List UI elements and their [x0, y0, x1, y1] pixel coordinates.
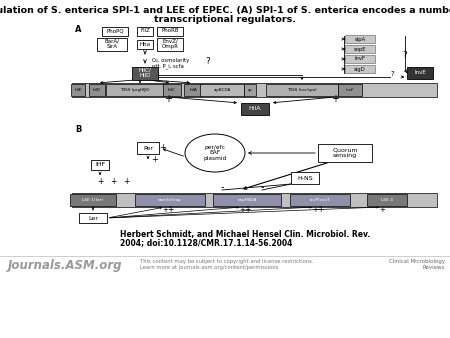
Text: sipBCDA: sipBCDA: [213, 88, 231, 92]
FancyBboxPatch shape: [244, 84, 256, 96]
FancyBboxPatch shape: [345, 65, 375, 73]
FancyBboxPatch shape: [137, 142, 159, 154]
Text: sopE: sopE: [354, 47, 366, 51]
Text: B: B: [75, 125, 81, 134]
Text: This content may be subject to copyright and license restrictions.
Learn more at: This content may be subject to copyright…: [140, 259, 314, 270]
FancyBboxPatch shape: [213, 194, 281, 206]
Text: +: +: [239, 207, 245, 213]
Text: BarA/
SirA: BarA/ SirA: [104, 39, 120, 49]
Text: PhoPQ: PhoPQ: [106, 28, 124, 33]
Text: sipA: sipA: [355, 37, 365, 42]
Text: A: A: [75, 25, 81, 34]
FancyBboxPatch shape: [407, 67, 433, 79]
Text: ?: ?: [390, 71, 394, 77]
FancyBboxPatch shape: [132, 67, 158, 79]
FancyBboxPatch shape: [345, 35, 375, 43]
Text: Ler: Ler: [88, 216, 98, 220]
Text: invF: invF: [346, 88, 354, 92]
FancyBboxPatch shape: [184, 84, 202, 96]
Text: -: -: [220, 182, 224, 192]
FancyBboxPatch shape: [367, 194, 407, 206]
Text: Clinical Microbiology
Reviews: Clinical Microbiology Reviews: [389, 259, 445, 270]
Text: Hha: Hha: [140, 42, 151, 47]
Text: sigD: sigD: [354, 67, 366, 72]
Text: -: -: [260, 182, 264, 192]
FancyBboxPatch shape: [200, 84, 244, 96]
Bar: [72, 83, 437, 97]
Text: HilC/
HilD: HilC/ HilD: [139, 68, 151, 78]
FancyBboxPatch shape: [345, 55, 375, 63]
Text: espFBDA: espFBDA: [237, 198, 256, 202]
Text: +: +: [123, 176, 129, 186]
Text: +: +: [152, 154, 158, 164]
Text: sp: sp: [248, 88, 252, 92]
Text: tccP/cesT: tccP/cesT: [310, 198, 330, 202]
Text: EnvZ/
OmpR: EnvZ/ OmpR: [162, 39, 179, 49]
FancyBboxPatch shape: [338, 84, 362, 96]
Text: eae/tir/esp: eae/tir/esp: [158, 198, 182, 202]
FancyBboxPatch shape: [137, 40, 153, 48]
Text: 2004; doi:10.1128/CMR.17.1.14-56.2004: 2004; doi:10.1128/CMR.17.1.14-56.2004: [120, 238, 292, 247]
FancyBboxPatch shape: [345, 45, 375, 53]
Text: hilD: hilD: [93, 88, 101, 92]
Text: +: +: [97, 176, 103, 186]
FancyBboxPatch shape: [241, 103, 269, 115]
Text: FliZ: FliZ: [140, 28, 150, 33]
Text: +: +: [331, 94, 339, 104]
Text: +: +: [110, 176, 116, 186]
FancyBboxPatch shape: [266, 84, 338, 96]
FancyBboxPatch shape: [89, 84, 105, 96]
Text: +: +: [167, 206, 173, 215]
Text: invF: invF: [355, 56, 365, 62]
Text: transcriptional regulators.: transcriptional regulators.: [154, 15, 296, 24]
Text: hilE: hilE: [74, 88, 82, 92]
FancyBboxPatch shape: [163, 84, 181, 96]
FancyBboxPatch shape: [137, 26, 153, 35]
Text: per/efc
EAF
plasmid: per/efc EAF plasmid: [203, 145, 227, 161]
Text: Quorum
sensing: Quorum sensing: [332, 148, 358, 159]
Text: ?: ?: [206, 57, 211, 67]
Text: InvE: InvE: [414, 71, 426, 75]
FancyBboxPatch shape: [318, 144, 372, 162]
Text: HilA: HilA: [249, 106, 261, 112]
Text: O₂, osmolarity
pH, P_i, scfa: O₂, osmolarity pH, P_i, scfa: [152, 58, 189, 70]
FancyBboxPatch shape: [157, 26, 183, 35]
Bar: [72, 193, 437, 207]
FancyBboxPatch shape: [290, 194, 350, 206]
Text: H-NS: H-NS: [297, 175, 313, 180]
FancyBboxPatch shape: [97, 38, 127, 50]
Text: +: +: [317, 206, 323, 215]
FancyBboxPatch shape: [70, 194, 116, 206]
FancyBboxPatch shape: [135, 194, 205, 206]
Ellipse shape: [185, 134, 245, 172]
FancyBboxPatch shape: [157, 38, 183, 50]
Text: LEE 4: LEE 4: [381, 198, 393, 202]
FancyBboxPatch shape: [79, 213, 107, 223]
Text: Herbert Schmidt, and Michael Hensel Clin. Microbiol. Rev.: Herbert Schmidt, and Michael Hensel Clin…: [120, 230, 370, 239]
Text: Journals.ASM.org: Journals.ASM.org: [8, 259, 122, 272]
Text: IHF: IHF: [95, 163, 105, 168]
Text: T3SS (inv/spa): T3SS (inv/spa): [287, 88, 317, 92]
Text: hilC: hilC: [168, 88, 176, 92]
FancyBboxPatch shape: [71, 84, 85, 96]
FancyBboxPatch shape: [91, 160, 109, 170]
Text: +: +: [164, 94, 172, 104]
Text: PhoRB: PhoRB: [161, 28, 179, 33]
Text: LEE 1(ler): LEE 1(ler): [82, 198, 104, 202]
Text: ?: ?: [403, 51, 407, 61]
Text: +: +: [244, 206, 250, 215]
FancyBboxPatch shape: [106, 84, 164, 96]
FancyBboxPatch shape: [291, 172, 319, 184]
Text: +: +: [312, 207, 318, 213]
Text: hilA: hilA: [189, 88, 197, 92]
Text: Per: Per: [143, 145, 153, 150]
Text: +: +: [160, 143, 166, 151]
Text: +: +: [162, 207, 168, 213]
Text: +: +: [379, 207, 385, 213]
FancyBboxPatch shape: [102, 26, 128, 35]
Text: T3SS (prgHIJK): T3SS (prgHIJK): [120, 88, 150, 92]
Text: Regulation of S. enterica SPI-1 and LEE of EPEC. (A) SPI-1 of S. enterica encode: Regulation of S. enterica SPI-1 and LEE …: [0, 6, 450, 15]
